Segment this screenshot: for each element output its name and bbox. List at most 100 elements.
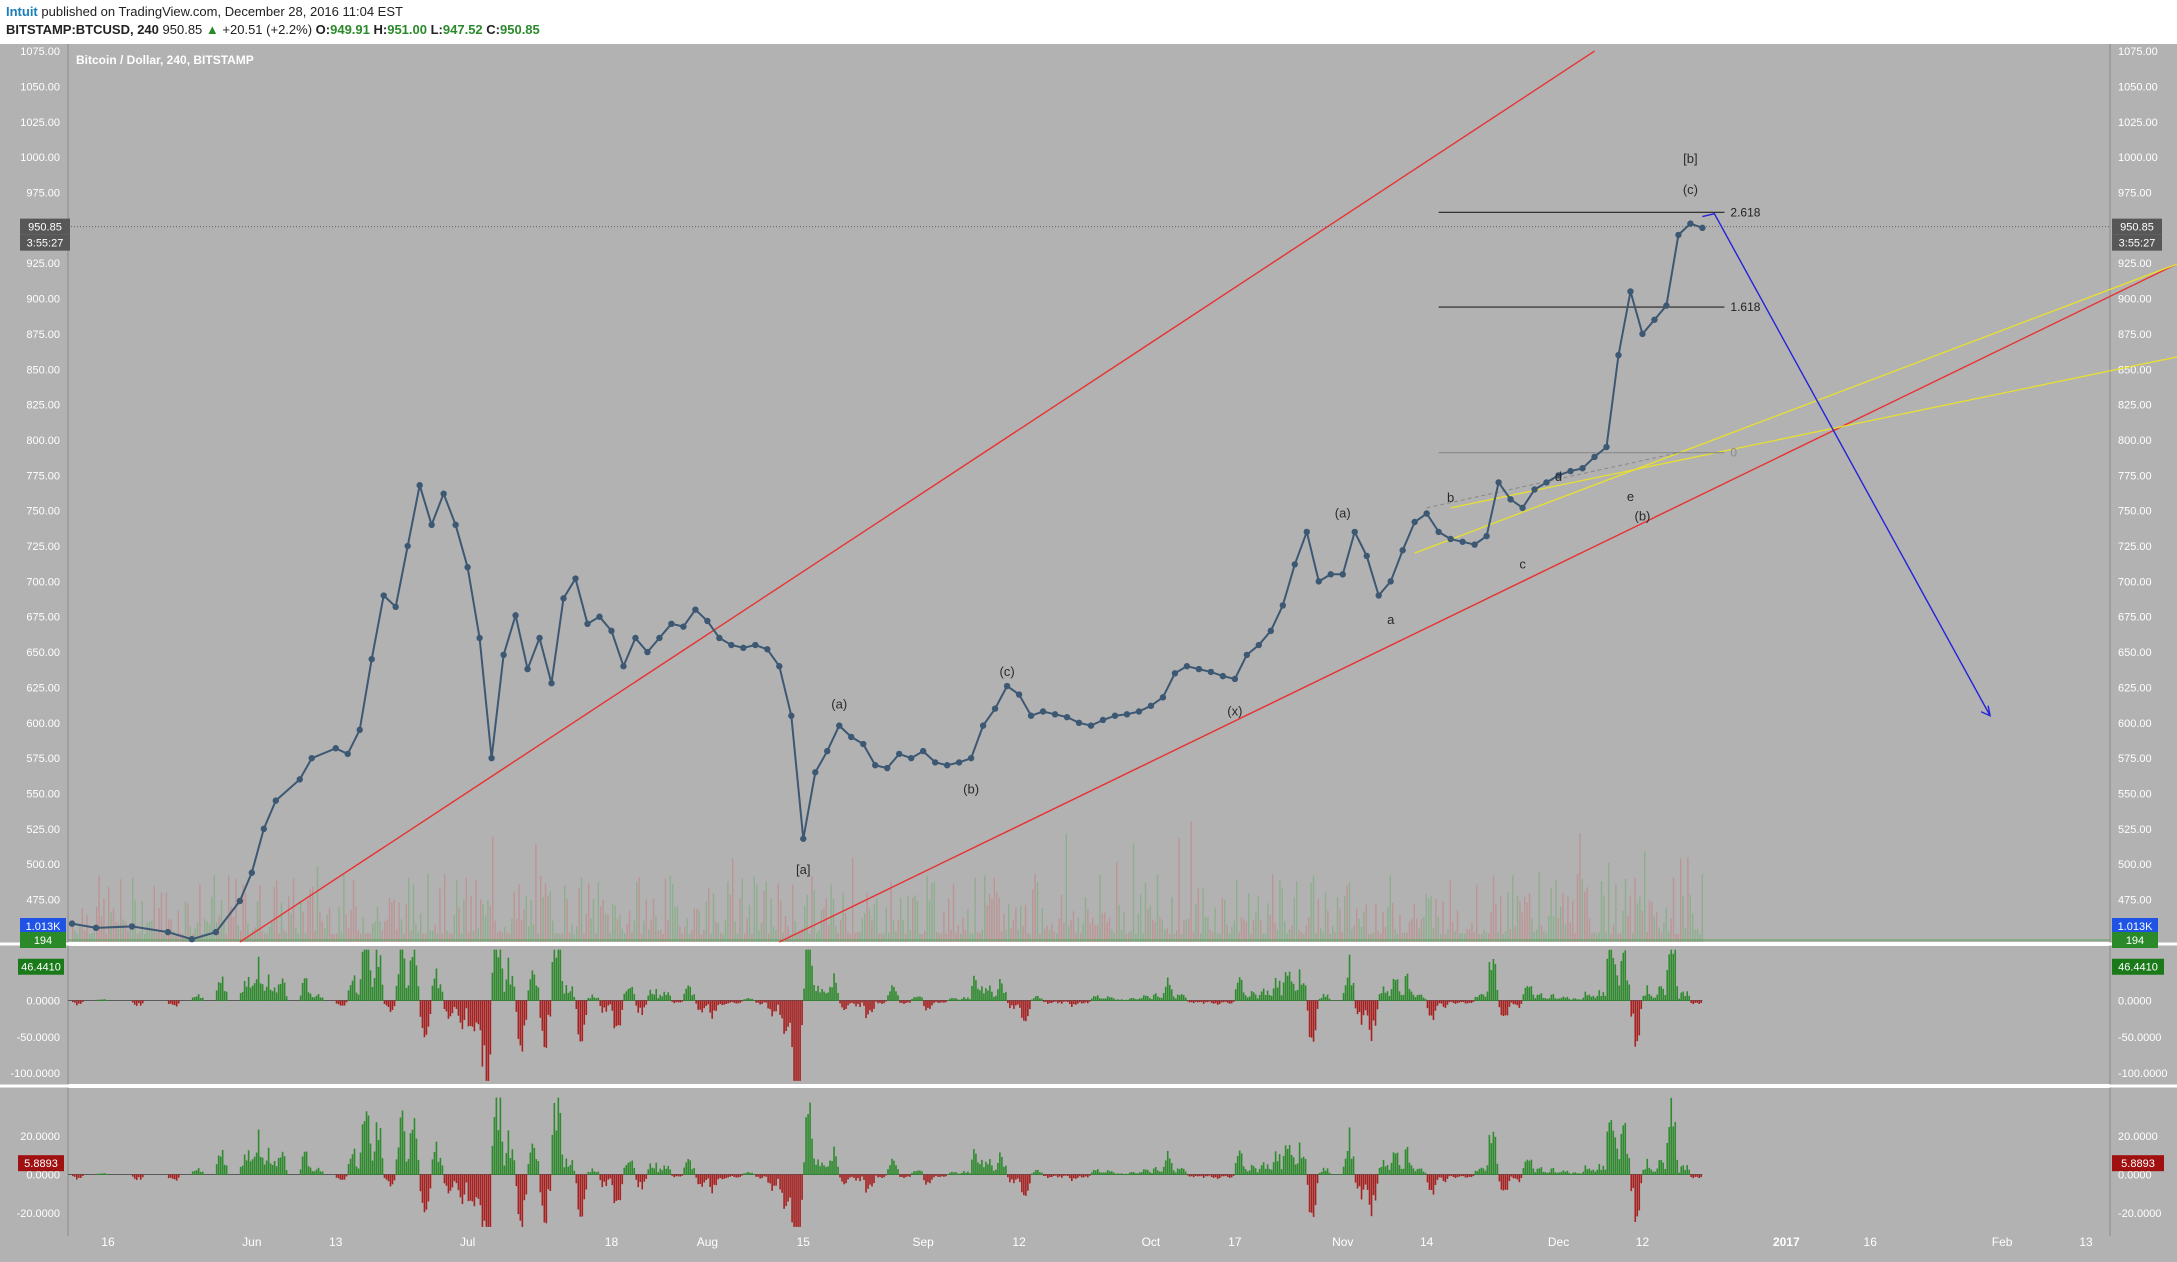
- wave-label: [a]: [796, 862, 810, 877]
- volume-bar: [782, 932, 784, 942]
- oscillator2-bar: [845, 1174, 847, 1184]
- oscillator1-bar: [1370, 1000, 1373, 1041]
- price-point: [1591, 453, 1598, 461]
- oscillator1-bar: [669, 995, 672, 1001]
- oscillator1-bar: [919, 996, 921, 1001]
- oscillator1-bar: [1484, 996, 1487, 1001]
- oscillator1-bar: [951, 997, 953, 1001]
- oscillator2-bar: [1304, 1158, 1307, 1175]
- oscillator1-bar: [199, 998, 202, 1001]
- oscillator2-bar: [1156, 1170, 1159, 1175]
- oscillator2-bar: [81, 1174, 84, 1177]
- oscillator2-bar: [465, 1174, 468, 1183]
- oscillator2-bar: [1262, 1162, 1265, 1175]
- oscillator2-bar: [1642, 1169, 1645, 1175]
- oscillator1-bar: [903, 1000, 905, 1004]
- oscillator1-bar: [483, 1000, 486, 1046]
- oscillator2-bar: [1680, 1166, 1683, 1175]
- volume-bar: [1053, 930, 1055, 942]
- oscillator1-bar: [1033, 998, 1035, 1001]
- author-link[interactable]: Intuit: [6, 4, 38, 19]
- volume-bar: [780, 900, 782, 942]
- price-point: [344, 750, 351, 758]
- oscillator2-bar: [1628, 1158, 1631, 1175]
- oscillator2-bar: [853, 1174, 855, 1178]
- oscillator1-bar: [1482, 994, 1485, 1001]
- oscillator2-bar: [1626, 1153, 1629, 1175]
- volume-bar: [1255, 912, 1257, 942]
- oscillator1-bar: [1049, 1000, 1051, 1004]
- oscillator2-bar: [531, 1143, 534, 1175]
- price-point: [1327, 571, 1334, 578]
- oscillator2-bar: [313, 1171, 316, 1175]
- volume-bar: [655, 916, 657, 942]
- price-point: [1507, 496, 1514, 503]
- price-point: [740, 644, 747, 652]
- oscillator1-bar: [1212, 1000, 1215, 1004]
- oscillator1-bar: [433, 978, 436, 1001]
- volume-bar: [182, 933, 184, 942]
- volume-bar: [388, 897, 391, 942]
- volume-bar: [1032, 889, 1034, 942]
- oscillator1-bar: [1510, 1000, 1513, 1003]
- oscillator2-bar: [1380, 1166, 1383, 1175]
- volume-bar: [520, 920, 523, 942]
- oscillator1-bar: [387, 1000, 390, 1008]
- price-point: [536, 634, 543, 642]
- volume-bar: [1610, 933, 1612, 942]
- volume-bar: [1320, 928, 1322, 942]
- oscillator2-bar: [841, 1174, 843, 1182]
- oscillator1-bar: [603, 1000, 606, 1008]
- oscillator2-bar: [685, 1162, 687, 1175]
- volume-bar: [1180, 933, 1183, 942]
- oscillator2-bar: [1470, 1174, 1473, 1178]
- oscillator1-bar: [901, 1000, 903, 1003]
- oscillator1-bar: [947, 999, 949, 1001]
- price-point: [488, 754, 495, 762]
- volume-bar: [602, 899, 604, 942]
- volume-bar: [196, 922, 199, 942]
- price-point: [380, 592, 387, 599]
- oscillator2-bar: [1418, 1168, 1421, 1175]
- volume-bar: [278, 933, 280, 942]
- oscillator2-bar: [1358, 1174, 1361, 1187]
- oscillator1-bar: [831, 987, 833, 1001]
- volume-bar: [1574, 932, 1576, 942]
- volume-bar: [585, 913, 587, 942]
- volume-bar: [254, 927, 256, 942]
- volume-bar: [748, 904, 751, 942]
- volume-bar: [1358, 918, 1360, 942]
- volume-bar: [1087, 909, 1089, 942]
- oscillator1-bar: [1340, 1000, 1343, 1001]
- volume-bar: [525, 896, 527, 942]
- oscillator2-bar: [1037, 1169, 1039, 1175]
- oscillator1-bar: [393, 1000, 396, 1007]
- wave-label: (x): [1227, 704, 1242, 719]
- y-tick-label-right: 575.00: [2118, 753, 2152, 765]
- oscillator1-bar: [1686, 991, 1689, 1001]
- wave-label: (a): [831, 697, 847, 712]
- volume-bar: [518, 884, 520, 942]
- oscillator2-bar: [1674, 1121, 1677, 1175]
- oscillator2-bar: [447, 1174, 450, 1194]
- oscillator2-bar: [837, 1166, 839, 1175]
- volume-bar: [170, 919, 172, 942]
- oscillator1-bar: [1017, 1000, 1019, 1005]
- volume-sub-badge-right-bg: [2112, 932, 2158, 948]
- oscillator2-bar: [1612, 1130, 1615, 1175]
- volume-bar: [808, 933, 811, 942]
- price-badge-left: 950.85: [20, 218, 70, 235]
- volume-bar: [189, 926, 191, 942]
- volume-bar: [1372, 933, 1375, 942]
- oscillator2-bar: [855, 1174, 857, 1181]
- oscillator2-bar: [495, 1097, 498, 1175]
- price-point: [308, 754, 315, 762]
- x-tick-label: 2017: [1773, 1235, 1800, 1249]
- oscillator1-bar: [517, 1000, 520, 1039]
- oscillator1-tick-right: -100.0000: [2118, 1068, 2168, 1080]
- oscillator1-bar: [997, 989, 999, 1001]
- oscillator1-bar: [1065, 1000, 1067, 1002]
- volume-bar: [1036, 882, 1039, 942]
- price-point: [164, 928, 172, 936]
